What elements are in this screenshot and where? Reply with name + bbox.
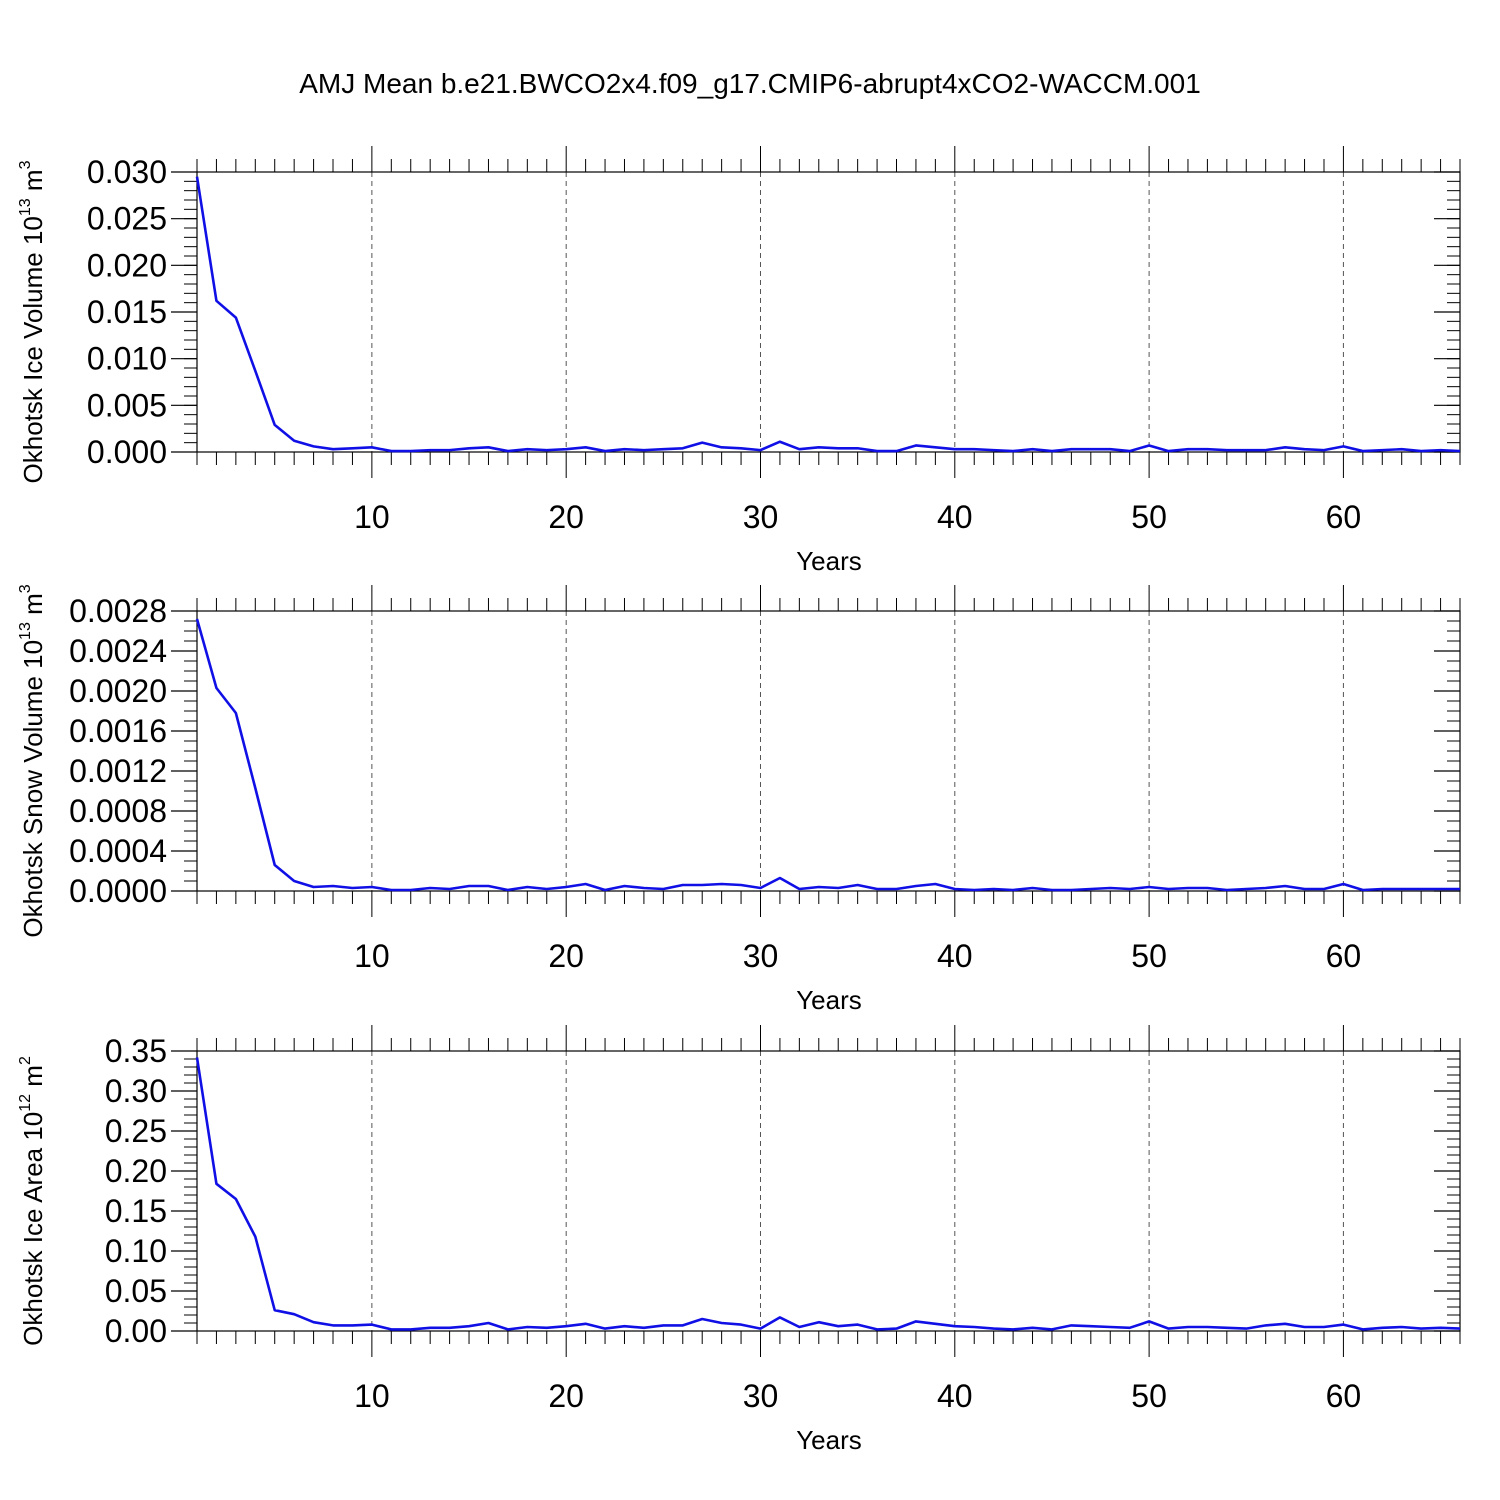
- y-tick-label: 0.0008: [69, 793, 167, 829]
- y-tick-label: 0.015: [87, 294, 167, 330]
- y-axis-title-unit-exponent: 3: [17, 584, 34, 593]
- y-axis-title-text: Okhotsk Ice Volume 10: [18, 216, 48, 483]
- y-axis-title-unit: m: [18, 1065, 48, 1094]
- x-tick-label-30: 30: [743, 938, 779, 974]
- y-tick-label: 0.025: [87, 201, 167, 237]
- x-tick-label-60: 60: [1326, 499, 1362, 535]
- x-tick-label-10: 10: [354, 499, 390, 535]
- series-line-1: [195, 618, 1460, 892]
- y-axis-title-unit-exponent: 3: [17, 160, 34, 169]
- y-axis-title-unit-exponent: 2: [17, 1056, 34, 1065]
- x-tick-label-40: 40: [937, 1378, 973, 1414]
- y-tick-label: 0.0000: [69, 873, 167, 909]
- y-axis-title-exponent: 12: [17, 1094, 34, 1112]
- y-axis-title-text: Okhotsk Snow Volume 10: [18, 640, 48, 938]
- y-tick-label: 0.005: [87, 387, 167, 423]
- x-tick-label-20: 20: [548, 938, 584, 974]
- plot-frame: [196, 610, 1461, 892]
- y-axis-title-exponent: 13: [17, 198, 34, 216]
- series-line-1: [195, 176, 1461, 453]
- x-tick-label-30: 30: [743, 1378, 779, 1414]
- y-axis-title-unit: m: [18, 169, 48, 198]
- y-tick-label: 0.05: [105, 1273, 167, 1309]
- y-axis-title: Okhotsk Ice Volume 1013 m3: [17, 160, 48, 483]
- x-tick-label-50: 50: [1131, 1378, 1167, 1414]
- chart-panel-2: 0.0000 0.0004 0.0008 0.0012 0.0016 0.0020 0.00…: [17, 584, 1461, 1015]
- y-tick-label: 0.010: [87, 341, 167, 377]
- x-tick-label-10: 10: [354, 1378, 390, 1414]
- y-tick-label: 0.15: [105, 1193, 167, 1229]
- x-tick-label-60: 60: [1326, 938, 1362, 974]
- y-tick-label: 0.00: [105, 1313, 167, 1349]
- plot-frame: [196, 1050, 1461, 1332]
- y-tick-label: 0.20: [105, 1153, 167, 1189]
- y-tick-label: 0.0024: [69, 633, 167, 669]
- x-tick-label-10: 10: [354, 938, 390, 974]
- x-axis-title: Years: [796, 1425, 862, 1455]
- y-tick-label: 0.35: [105, 1033, 167, 1069]
- x-axis-title: Years: [796, 546, 862, 576]
- y-axis-title-text: Okhotsk Ice Area 10: [18, 1112, 48, 1346]
- y-tick-label: 0.10: [105, 1233, 167, 1269]
- chart-panel-3: 0.00 0.05 0.10 0.15 0.20 0.25 0.30 0.35 10 20 30 40…: [17, 1025, 1461, 1455]
- y-tick-label: 0.0016: [69, 713, 167, 749]
- x-tick-label-40: 40: [937, 938, 973, 974]
- figure-title: AMJ Mean b.e21.BWCO2x4.f09_g17.CMIP6-abr…: [299, 68, 1201, 99]
- y-axis-title-exponent: 13: [17, 622, 34, 640]
- chart-panel-1: 0.000 0.005 0.010 0.015 0.020 0.025 0.030 10 20 3…: [17, 146, 1461, 576]
- y-tick-label: 0.0004: [69, 833, 167, 869]
- x-tick-label-50: 50: [1131, 499, 1167, 535]
- y-tick-label: 0.0020: [69, 673, 167, 709]
- series-line-1: [195, 1057, 1461, 1331]
- y-tick-label: 0.000: [87, 434, 167, 470]
- y-tick-label: 0.0028: [69, 593, 167, 629]
- y-axis-title: Okhotsk Ice Area 1012 m2: [17, 1056, 48, 1346]
- y-tick-label: 0.0012: [69, 753, 167, 789]
- x-tick-label-20: 20: [548, 1378, 584, 1414]
- x-tick-label-50: 50: [1131, 938, 1167, 974]
- x-tick-label-60: 60: [1326, 1378, 1362, 1414]
- x-tick-label-30: 30: [743, 499, 779, 535]
- y-tick-label: 0.25: [105, 1113, 167, 1149]
- x-axis-title: Years: [796, 985, 862, 1015]
- y-tick-label: 0.30: [105, 1073, 167, 1109]
- y-tick-label: 0.030: [87, 154, 167, 190]
- x-tick-label-40: 40: [937, 499, 973, 535]
- plot-frame: [196, 171, 1461, 453]
- y-tick-label: 0.020: [87, 247, 167, 283]
- y-axis-title: Okhotsk Snow Volume 1013 m3: [17, 584, 48, 937]
- y-axis-title-unit: m: [18, 593, 48, 622]
- x-tick-label-20: 20: [548, 499, 584, 535]
